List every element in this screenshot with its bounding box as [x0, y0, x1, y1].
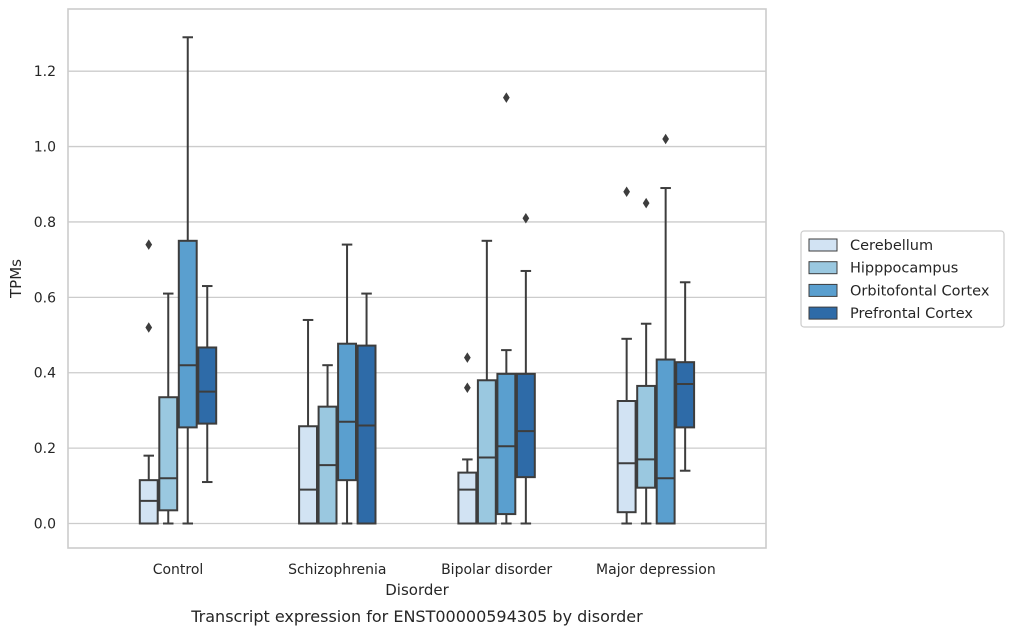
- box-body: [457, 471, 478, 525]
- box-cerebellum: [138, 239, 159, 525]
- legend-swatch: [808, 261, 838, 275]
- chart-caption: Transcript expression for ENST0000059430…: [190, 607, 643, 626]
- box-body: [356, 344, 377, 525]
- outlier-point: [642, 197, 650, 209]
- box-orbitofontal-cortex: [496, 92, 517, 525]
- outlier-point: [502, 92, 510, 103]
- box-orbitofontal-cortex: [177, 36, 198, 525]
- outlier-point: [623, 186, 631, 198]
- box-prefrontal-cortex: [675, 281, 696, 472]
- legend: Cerebellum Hipppocampus Orbitofontal Corte…: [800, 230, 1005, 328]
- outlier-point: [662, 133, 670, 145]
- y-axis-title: TPMs: [7, 259, 25, 299]
- box-orbitofontal-cortex: [337, 243, 358, 525]
- legend-label: Orbitofontal Cortex: [850, 283, 990, 299]
- plot-frame: [67, 8, 767, 549]
- box-body: [298, 425, 319, 525]
- outlier-point: [145, 322, 153, 333]
- legend-label: Cerebellum: [850, 238, 933, 254]
- box-hipppocampus: [636, 197, 657, 525]
- box-cerebellum: [616, 186, 637, 525]
- legend-swatch: [808, 238, 838, 252]
- y-tick-label: 0.2: [34, 441, 56, 457]
- box-prefrontal-cortex: [197, 285, 218, 484]
- box-hipppocampus: [317, 364, 338, 525]
- x-tick-label: Bipolar disorder: [441, 562, 552, 578]
- y-tick-label: 1.0: [34, 140, 56, 156]
- box-prefrontal-cortex: [356, 292, 377, 525]
- box-body: [616, 400, 637, 514]
- box-body: [177, 239, 198, 429]
- legend-label: Prefrontal Cortex: [850, 306, 973, 322]
- box-body: [158, 396, 179, 512]
- x-tick-label: Schizophrenia: [288, 562, 386, 578]
- outlier-point: [463, 382, 471, 394]
- box-cerebellum: [457, 352, 478, 525]
- box-plot-area: [138, 36, 696, 525]
- y-tick-label: 1.2: [34, 64, 56, 80]
- x-tick-label: Control: [153, 562, 204, 578]
- y-axis-ticks: 0.0 0.2 0.4 0.6 0.8 1.0 1.2: [34, 64, 56, 532]
- box-body: [636, 384, 657, 489]
- box-hipppocampus: [158, 292, 179, 525]
- box-hipppocampus: [476, 239, 497, 525]
- box-body: [655, 358, 676, 525]
- box-prefrontal-cortex: [515, 212, 536, 525]
- outlier-point: [463, 352, 471, 363]
- y-tick-label: 0.8: [34, 215, 56, 231]
- box-body: [675, 361, 696, 429]
- box-body: [197, 346, 218, 425]
- legend-swatch: [808, 306, 838, 320]
- y-tick-label: 0.6: [34, 290, 56, 306]
- legend-label: Hipppocampus: [850, 261, 958, 277]
- box-body: [476, 379, 497, 525]
- legend-swatch: [808, 283, 838, 297]
- box-cerebellum: [298, 318, 319, 525]
- y-tick-label: 0.4: [34, 366, 56, 382]
- outlier-point: [145, 239, 153, 250]
- outlier-point: [522, 212, 530, 224]
- box-body: [515, 372, 536, 479]
- box-body: [496, 372, 517, 516]
- x-axis-title: Disorder: [385, 581, 449, 599]
- box-orbitofontal-cortex: [655, 133, 676, 525]
- y-tick-label: 0.0: [34, 517, 56, 533]
- box-body: [337, 342, 358, 482]
- x-tick-label: Major depression: [596, 562, 716, 578]
- legend-frame: [800, 230, 1005, 328]
- x-axis-ticks: Control Schizophrenia Bipolar disorder Majo…: [153, 562, 716, 578]
